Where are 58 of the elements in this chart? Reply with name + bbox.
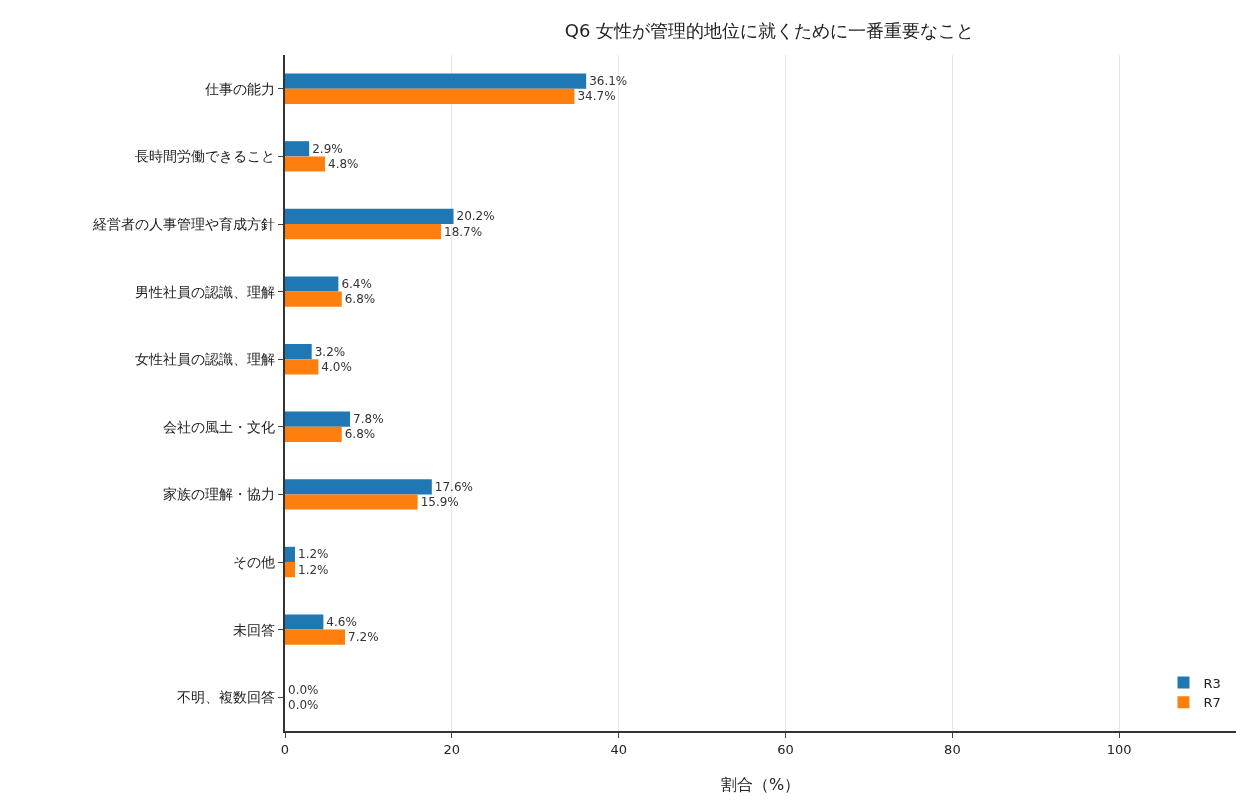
- x-tick-label: 40: [610, 741, 627, 757]
- x-tick-label: 100: [1106, 741, 1132, 757]
- data-label: 1.2%: [298, 547, 329, 562]
- data-label: 20.2%: [456, 209, 495, 224]
- bar: [285, 224, 441, 240]
- y-tick-label: 経営者の人事管理や育成方針: [92, 215, 276, 232]
- data-label: 4.0%: [321, 359, 352, 374]
- data-label: 7.2%: [348, 630, 379, 645]
- bar: [285, 141, 310, 157]
- bar: [285, 88, 575, 105]
- bar: [285, 546, 296, 562]
- data-label: 0.0%: [288, 682, 319, 697]
- x-tick-label: 60: [777, 741, 794, 757]
- data-label: 0.0%: [288, 697, 319, 712]
- data-label: 2.9%: [312, 141, 343, 156]
- y-tick-label: 未回答: [233, 621, 276, 638]
- x-tick-label: 20: [443, 741, 461, 757]
- bar: [285, 156, 326, 172]
- data-label: 15.9%: [420, 495, 459, 510]
- bar: [285, 359, 319, 375]
- data-label: 7.8%: [353, 412, 384, 427]
- bar: [285, 426, 342, 443]
- y-tick-label: 男性社員の認識、理解: [135, 283, 276, 300]
- data-label: 36.1%: [589, 74, 628, 89]
- bar: [285, 629, 346, 645]
- data-label: 6.8%: [344, 292, 376, 307]
- bar: [285, 343, 312, 360]
- bar: [285, 411, 351, 427]
- data-label: 17.6%: [434, 479, 473, 494]
- y-tick-label: 女性社員の認識、理解: [135, 351, 276, 368]
- bar: [285, 73, 587, 89]
- legend-label: R3: [1203, 675, 1221, 691]
- bar: [285, 291, 342, 307]
- data-label: 3.2%: [314, 344, 346, 359]
- y-tick-label: 長時間労働できること: [135, 148, 276, 165]
- bar: [285, 276, 339, 292]
- bar: [285, 614, 324, 630]
- y-tick-label: 家族の理解・協力: [163, 486, 276, 503]
- data-label: 1.2%: [298, 562, 329, 577]
- data-label: 6.8%: [344, 427, 376, 442]
- y-tick-label: 会社の風土・文化: [163, 418, 276, 435]
- data-label: 4.6%: [326, 614, 357, 629]
- legend-label: R7: [1203, 695, 1221, 711]
- x-axis-title: 割合（%）: [720, 775, 801, 794]
- y-tick-label: 不明、複数回答: [177, 689, 276, 706]
- x-tick-label: 0: [280, 741, 290, 757]
- y-tick-label: 仕事の能力: [204, 80, 276, 97]
- bar: [285, 208, 454, 224]
- data-label: 4.8%: [328, 157, 359, 172]
- bar: [285, 562, 296, 578]
- bar: [285, 479, 432, 495]
- data-label: 6.4%: [341, 276, 372, 291]
- data-label: 18.7%: [444, 224, 483, 239]
- x-tick-label: 80: [944, 741, 961, 757]
- bar: [285, 494, 418, 510]
- chart-title: Q6 女性が管理的地位に就くために一番重要なこと: [564, 19, 975, 41]
- y-tick-label: その他: [233, 553, 276, 570]
- data-label: 34.7%: [577, 89, 616, 104]
